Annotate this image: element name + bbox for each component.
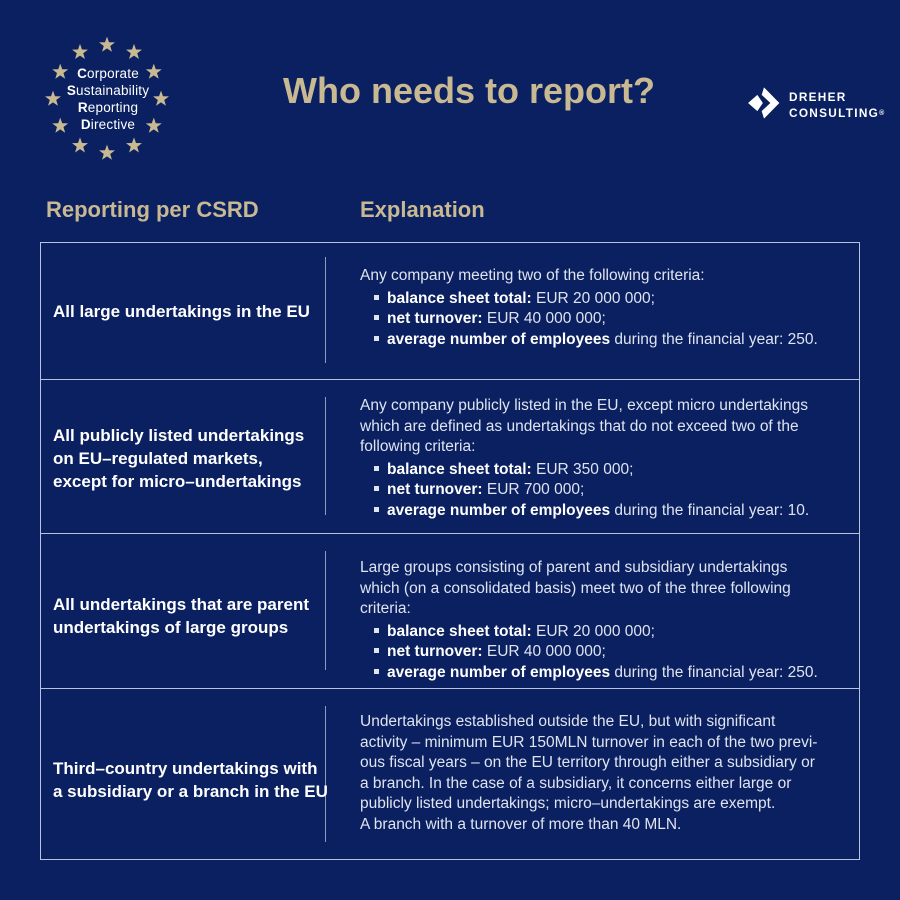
svg-text:Directive: Directive <box>81 117 135 132</box>
svg-text:Corporate: Corporate <box>77 66 139 81</box>
svg-text:Reporting: Reporting <box>78 100 138 115</box>
svg-text:Sustainability: Sustainability <box>67 83 149 98</box>
